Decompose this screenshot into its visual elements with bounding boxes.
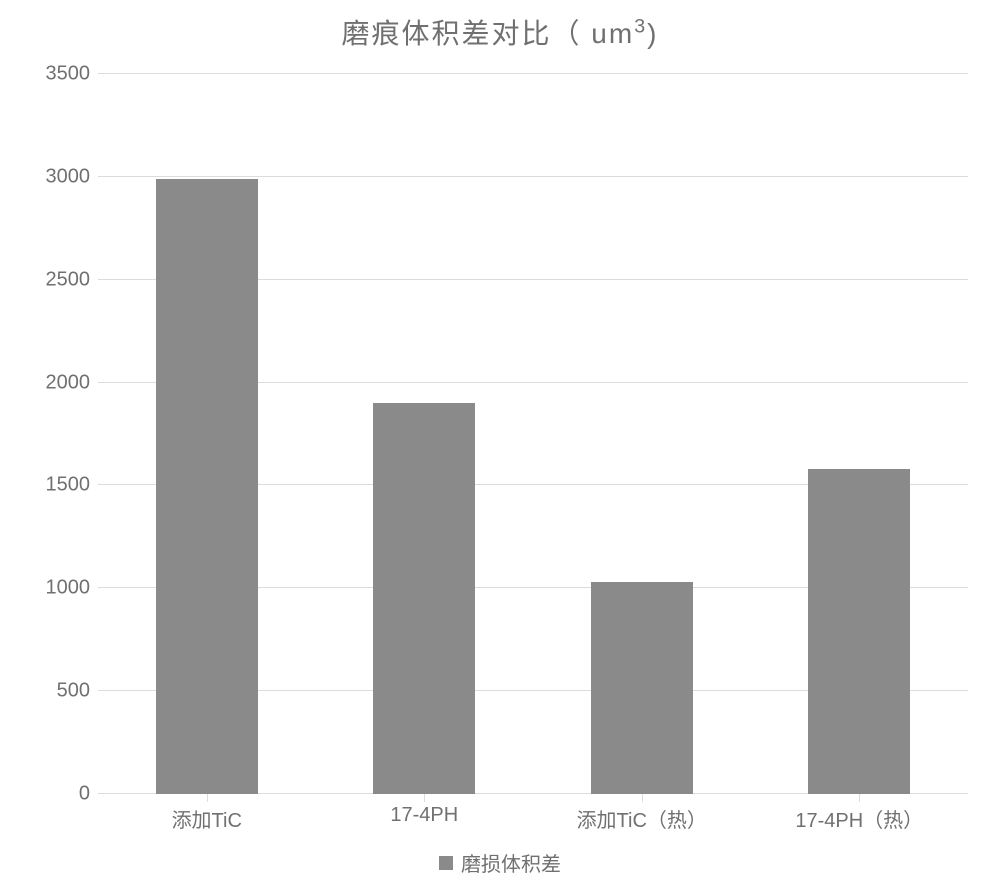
- x-tick: [424, 794, 425, 802]
- legend-label: 磨损体积差: [461, 848, 561, 877]
- legend: 磨损体积差: [0, 848, 1000, 877]
- legend-swatch: [439, 856, 453, 870]
- gridline: [98, 73, 968, 74]
- x-tick: [642, 794, 643, 802]
- x-tick-label: 添加TiC: [172, 804, 242, 833]
- y-tick-label: 1500: [46, 474, 91, 497]
- x-tick: [859, 794, 860, 802]
- y-tick-label: 2500: [46, 268, 91, 291]
- chart-container: 磨痕体积差对比（ um3) 磨损体积差 0 500 1000 1500 2000 2500…: [0, 0, 1000, 891]
- title-text-2: ): [647, 18, 658, 49]
- x-tick-label: 17-4PH（热）: [795, 804, 923, 833]
- y-tick-label: 3500: [46, 63, 91, 86]
- x-tick-label: 添加TiC（热）: [577, 804, 707, 833]
- y-tick-label: 1000: [46, 577, 91, 600]
- chart-title: 磨痕体积差对比（ um3): [0, 12, 1000, 52]
- x-tick-label: 17-4PH: [390, 804, 458, 827]
- title-text-1: 磨痕体积差对比（ um: [342, 18, 635, 49]
- bar: [808, 469, 910, 794]
- y-tick-label: 500: [57, 680, 90, 703]
- bar: [373, 403, 475, 794]
- y-tick-label: 0: [79, 783, 90, 806]
- bar: [156, 179, 258, 794]
- plot-area: [98, 74, 968, 794]
- x-tick: [207, 794, 208, 802]
- gridline: [98, 176, 968, 177]
- y-tick-label: 3000: [46, 165, 91, 188]
- title-sup: 3: [634, 16, 647, 38]
- y-tick-label: 2000: [46, 371, 91, 394]
- bar: [591, 582, 693, 794]
